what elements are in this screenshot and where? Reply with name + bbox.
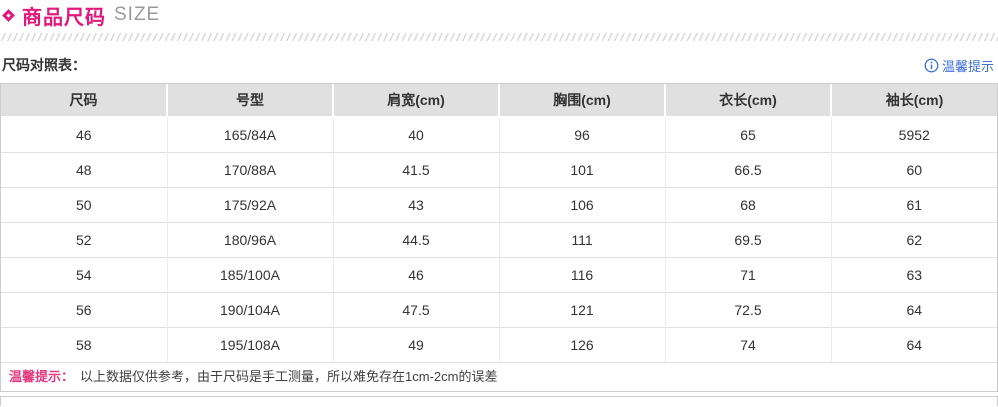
cell-shoulder: 46 bbox=[332, 256, 499, 292]
table-row: 48 170/88A 41.5 101 66.5 60 bbox=[1, 151, 997, 187]
cell-sleeve: 5952 bbox=[830, 117, 997, 152]
cell-size: 54 bbox=[1, 256, 167, 292]
cell-chest: 116 bbox=[498, 256, 665, 292]
table-row: 50 175/92A 43 106 68 61 bbox=[1, 186, 997, 222]
cell-model: 180/96A bbox=[166, 221, 333, 257]
section-header: 商品尺码 SIZE bbox=[0, 0, 998, 30]
cell-shoulder: 49 bbox=[332, 326, 499, 362]
cell-model: 170/88A bbox=[166, 151, 333, 187]
size-chart-label: 尺码对照表： bbox=[2, 57, 86, 73]
cell-length: 68 bbox=[664, 186, 831, 222]
note-text: 以上数据仅供参考，由于尺码是手工测量，所以难免存在1cm-2cm的误差 bbox=[80, 369, 498, 384]
section-subtitle: SIZE bbox=[114, 4, 161, 25]
cell-shoulder: 44.5 bbox=[332, 221, 499, 257]
table-row: 54 185/100A 46 116 71 63 bbox=[1, 256, 997, 292]
cell-sleeve: 64 bbox=[830, 326, 997, 362]
size-note: 温馨提示： 以上数据仅供参考，由于尺码是手工测量，所以难免存在1cm-2cm的误差 bbox=[1, 362, 997, 391]
table-toolbar: 尺码对照表： 温馨提示 bbox=[0, 41, 998, 83]
cell-chest: 126 bbox=[498, 326, 665, 362]
cell-model: 185/100A bbox=[166, 256, 333, 292]
cell-sleeve: 62 bbox=[830, 221, 997, 257]
cell-size: 46 bbox=[75, 126, 92, 143]
column-header-sleeve: 袖长(cm) bbox=[830, 84, 997, 118]
info-icon bbox=[924, 58, 939, 73]
cell-chest: 101 bbox=[498, 151, 665, 187]
table-row: 58 195/108A 49 126 74 64 bbox=[1, 326, 997, 362]
size-table-header-row: 尺码 号型 肩宽(cm) 胸围(cm) 衣长(cm) 袖长(cm) bbox=[1, 84, 997, 118]
column-header-model: 号型 bbox=[166, 84, 333, 118]
column-header-length: 衣长(cm) bbox=[664, 84, 831, 118]
cell-chest: 106 bbox=[498, 186, 665, 222]
warm-tip-link[interactable]: 温馨提示 bbox=[924, 56, 994, 75]
cell-model: 195/108A bbox=[166, 326, 333, 362]
section-title: 商品尺码 bbox=[22, 6, 106, 29]
cell-size: 48 bbox=[1, 151, 167, 187]
size-table-frame: 尺码 号型 肩宽(cm) 胸围(cm) 衣长(cm) 袖长(cm) 46 165… bbox=[0, 83, 998, 392]
cell-model: 165/84A bbox=[166, 117, 333, 152]
cell-shoulder: 43 bbox=[332, 186, 499, 222]
diamond-icon bbox=[2, 8, 15, 22]
cell-length: 66.5 bbox=[664, 151, 831, 187]
warm-tip-link-label: 温馨提示 bbox=[941, 59, 994, 74]
cell-sleeve: 60 bbox=[830, 151, 997, 187]
cell-size: 56 bbox=[1, 291, 167, 327]
table-row: 56 190/104A 47.5 121 72.5 64 bbox=[1, 291, 997, 327]
cell-chest: 111 bbox=[498, 221, 665, 257]
cell-chest: 121 bbox=[498, 291, 665, 327]
cell-length: 71 bbox=[664, 256, 831, 292]
cell-shoulder: 41.5 bbox=[332, 151, 499, 187]
column-header-chest: 胸围(cm) bbox=[498, 84, 665, 118]
cell-model: 175/92A bbox=[166, 186, 333, 222]
table-row: 52 180/96A 44.5 111 69.5 62 bbox=[1, 221, 997, 257]
cell-sleeve: 63 bbox=[830, 256, 997, 292]
cell-size: 52 bbox=[1, 221, 167, 257]
cell-length: 65 bbox=[664, 117, 831, 152]
size-table: 尺码 号型 肩宽(cm) 胸围(cm) 衣长(cm) 袖长(cm) 46 165… bbox=[1, 84, 997, 362]
column-header-shoulder: 肩宽(cm) bbox=[332, 84, 499, 118]
cell-model: 190/104A bbox=[166, 291, 333, 327]
cell-shoulder: 47.5 bbox=[332, 291, 499, 327]
next-section-edge bbox=[0, 396, 998, 406]
cell-sleeve: 61 bbox=[830, 186, 997, 222]
cell-length: 74 bbox=[664, 326, 831, 362]
note-label: 温馨提示： bbox=[9, 369, 75, 384]
column-header-size: 尺码 bbox=[1, 84, 167, 118]
table-row: 46 165/84A 40 96 65 5952 bbox=[1, 117, 997, 152]
cell-length: 72.5 bbox=[664, 291, 831, 327]
cell-size: 58 bbox=[1, 326, 167, 362]
cell-shoulder: 40 bbox=[332, 117, 499, 152]
hatched-divider bbox=[0, 33, 998, 41]
cell-sleeve: 64 bbox=[830, 291, 997, 327]
cell-length: 69.5 bbox=[664, 221, 831, 257]
cell-chest: 96 bbox=[498, 117, 665, 152]
cell-size: 50 bbox=[1, 186, 167, 222]
